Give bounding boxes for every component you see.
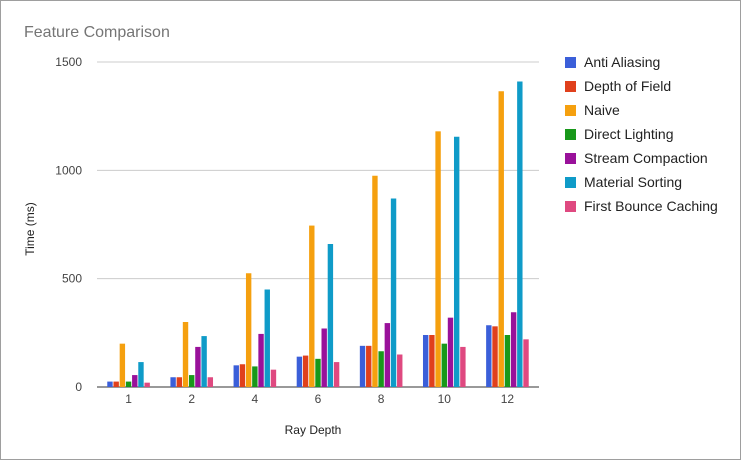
bars [107,81,529,387]
legend-swatch [565,201,576,212]
x-tick-label: 6 [315,392,322,406]
bar [453,136,460,387]
y-tick-label: 1000 [55,163,82,177]
x-tick-label: 4 [252,392,259,406]
y-tick-label: 0 [75,380,82,394]
bar [207,377,214,387]
bar [498,91,504,387]
x-tick-label: 1 [125,392,132,406]
bar [182,322,189,387]
bar [201,336,207,387]
y-axis-label: Time (ms) [23,202,37,256]
legend-label: Depth of Field [584,78,671,94]
bar [486,325,492,387]
bar [107,381,113,387]
legend-label: Material Sorting [584,174,682,190]
bar [144,382,150,387]
bar [390,198,397,387]
bar [333,362,340,387]
bar [492,326,498,387]
legend-swatch [565,81,576,92]
bar [258,333,264,387]
x-axis-label: Ray Depth [285,423,342,437]
y-tick-label: 1500 [55,55,82,69]
x-tick-label: 2 [188,392,195,406]
bar [378,351,384,387]
chart-title: Feature Comparison [24,24,170,41]
x-tick-label: 12 [501,392,515,406]
bar [195,346,201,387]
bar [302,355,309,387]
bar [239,364,246,387]
bar [366,345,372,387]
bar [176,377,183,387]
bar [429,335,435,387]
legend-swatch [565,177,576,188]
bar [327,244,334,387]
bar [264,289,270,387]
y-axis-ticks: 0 500 1000 1500 [55,55,82,394]
x-tick-label: 10 [438,392,452,406]
bar [119,343,126,387]
legend-swatch [565,105,576,116]
y-tick-label: 500 [62,272,82,286]
bar [435,131,441,387]
bar [321,328,327,387]
bar [523,339,529,387]
legend-label: First Bounce Caching [584,198,718,214]
legend-label: Stream Compaction [584,150,708,166]
legend-label: Anti Aliasing [584,54,660,70]
legend-swatch [565,153,576,164]
bar [245,273,252,387]
x-axis-ticks: 1 2 4 6 8 10 12 [125,392,514,406]
bar [517,81,523,387]
bar [372,175,378,387]
bar [460,346,466,387]
bar [315,358,321,387]
legend-swatch [565,57,576,68]
bar [138,362,144,387]
bar [125,381,132,387]
bar [397,354,403,387]
gridlines [97,61,539,388]
bar [309,225,315,387]
legend: Anti Aliasing Depth of Field Naive Direct L… [565,54,718,214]
bar [270,369,277,387]
bar [504,335,511,387]
bar [359,345,366,387]
legend-swatch [565,129,576,140]
x-tick-label: 8 [378,392,385,406]
bar [189,375,195,387]
bar [233,365,239,387]
bar [384,323,391,387]
bar [447,317,454,387]
bar [252,366,258,387]
bar [510,312,517,387]
bar [441,343,447,387]
bar [132,375,138,387]
bar [170,377,176,387]
bar [296,356,303,387]
bar [113,381,119,387]
legend-label: Naive [584,102,620,118]
bar [422,335,429,387]
legend-label: Direct Lighting [584,126,674,142]
